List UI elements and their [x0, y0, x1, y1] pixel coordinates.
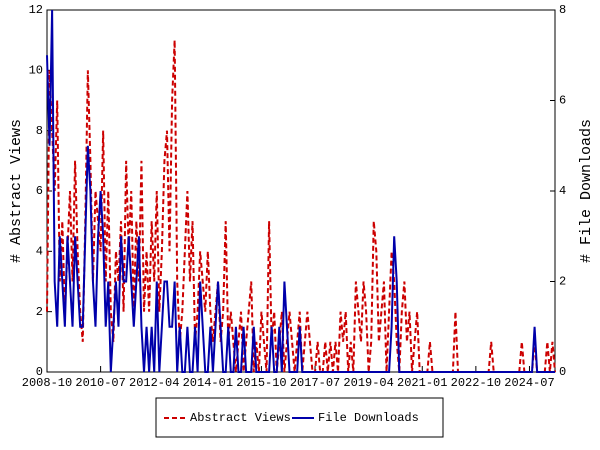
- legend-label: Abstract Views: [190, 411, 291, 425]
- legend-label: File Downloads: [318, 411, 419, 425]
- y-tick-label: 0: [36, 365, 43, 379]
- series-line: [46, 9, 555, 373]
- y-tick-label: 12: [29, 3, 43, 17]
- y-tick-label: 4: [36, 245, 43, 259]
- y2-tick-label: 4: [559, 184, 566, 198]
- y2-tick-label: 2: [559, 275, 566, 289]
- y2-axis-title: # File Downloads: [578, 119, 595, 263]
- y2-tick-label: 6: [559, 94, 566, 108]
- y2-tick-label: 8: [559, 3, 566, 17]
- plot-frame: [46, 9, 556, 373]
- x-tick-label: 2021-01: [397, 376, 447, 390]
- y-axis-title: # Abstract Views: [8, 119, 25, 263]
- x-tick-label: 2024-07: [504, 376, 554, 390]
- y-tick-label: 6: [36, 184, 43, 198]
- series-line: [46, 40, 556, 373]
- x-tick-label: 2010-07: [75, 376, 125, 390]
- x-tick-label: 2008-10: [22, 376, 72, 390]
- x-tick-label: 2017-07: [290, 376, 340, 390]
- x-tick-label: 2012-04: [129, 376, 179, 390]
- x-tick-label: 2022-10: [451, 376, 501, 390]
- x-tick-label: 2019-04: [343, 376, 393, 390]
- x-tick-label: 2014-01: [183, 376, 233, 390]
- x-tick-label: 2015-10: [236, 376, 286, 390]
- y-tick-label: 10: [29, 64, 43, 78]
- y2-tick-label: 0: [559, 365, 566, 379]
- y-tick-label: 8: [36, 124, 43, 138]
- y-tick-label: 2: [36, 305, 43, 319]
